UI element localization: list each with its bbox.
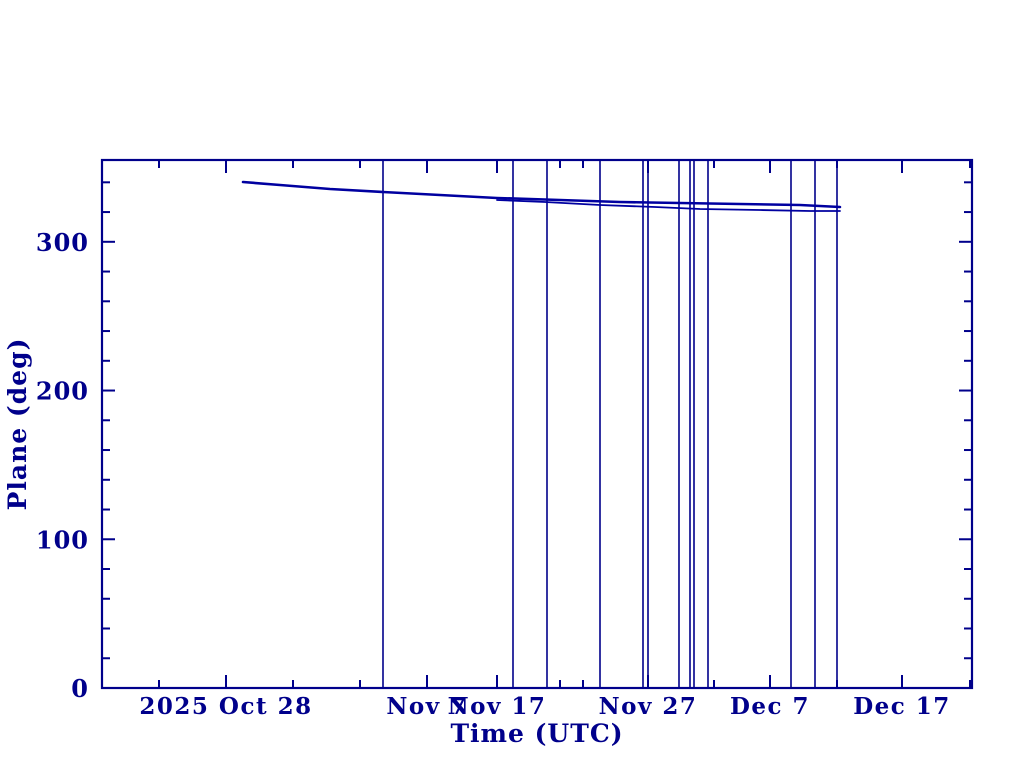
y-axis-ticks xyxy=(102,181,972,689)
y-axis-tick-labels: 0 100 200 300 xyxy=(36,228,89,703)
x-tick-label: Nov 17 xyxy=(448,693,547,720)
y-tick-label: 100 xyxy=(36,525,89,554)
x-axis-title: Time (UTC) xyxy=(450,719,623,748)
x-tick-label: Nov 27 xyxy=(599,693,698,720)
x-tick-label: Nov 7 xyxy=(386,693,467,720)
plot-frame xyxy=(100,158,974,690)
x-axis-ticks xyxy=(158,160,971,688)
x-tick-label: Dec 17 xyxy=(853,693,951,720)
event-vertical-lines xyxy=(382,160,838,688)
series-line-1 xyxy=(496,199,841,212)
data-series-lines xyxy=(241,180,842,212)
series-line-0 xyxy=(241,180,842,209)
x-tick-label: Dec 7 xyxy=(730,693,810,720)
y-tick-label: 200 xyxy=(36,377,89,406)
y-tick-label: 0 xyxy=(71,674,89,703)
y-axis-title: Plane (deg) xyxy=(3,338,32,511)
y-tick-label: 300 xyxy=(36,228,89,257)
x-tick-label: 2025 Oct 28 xyxy=(139,693,312,720)
